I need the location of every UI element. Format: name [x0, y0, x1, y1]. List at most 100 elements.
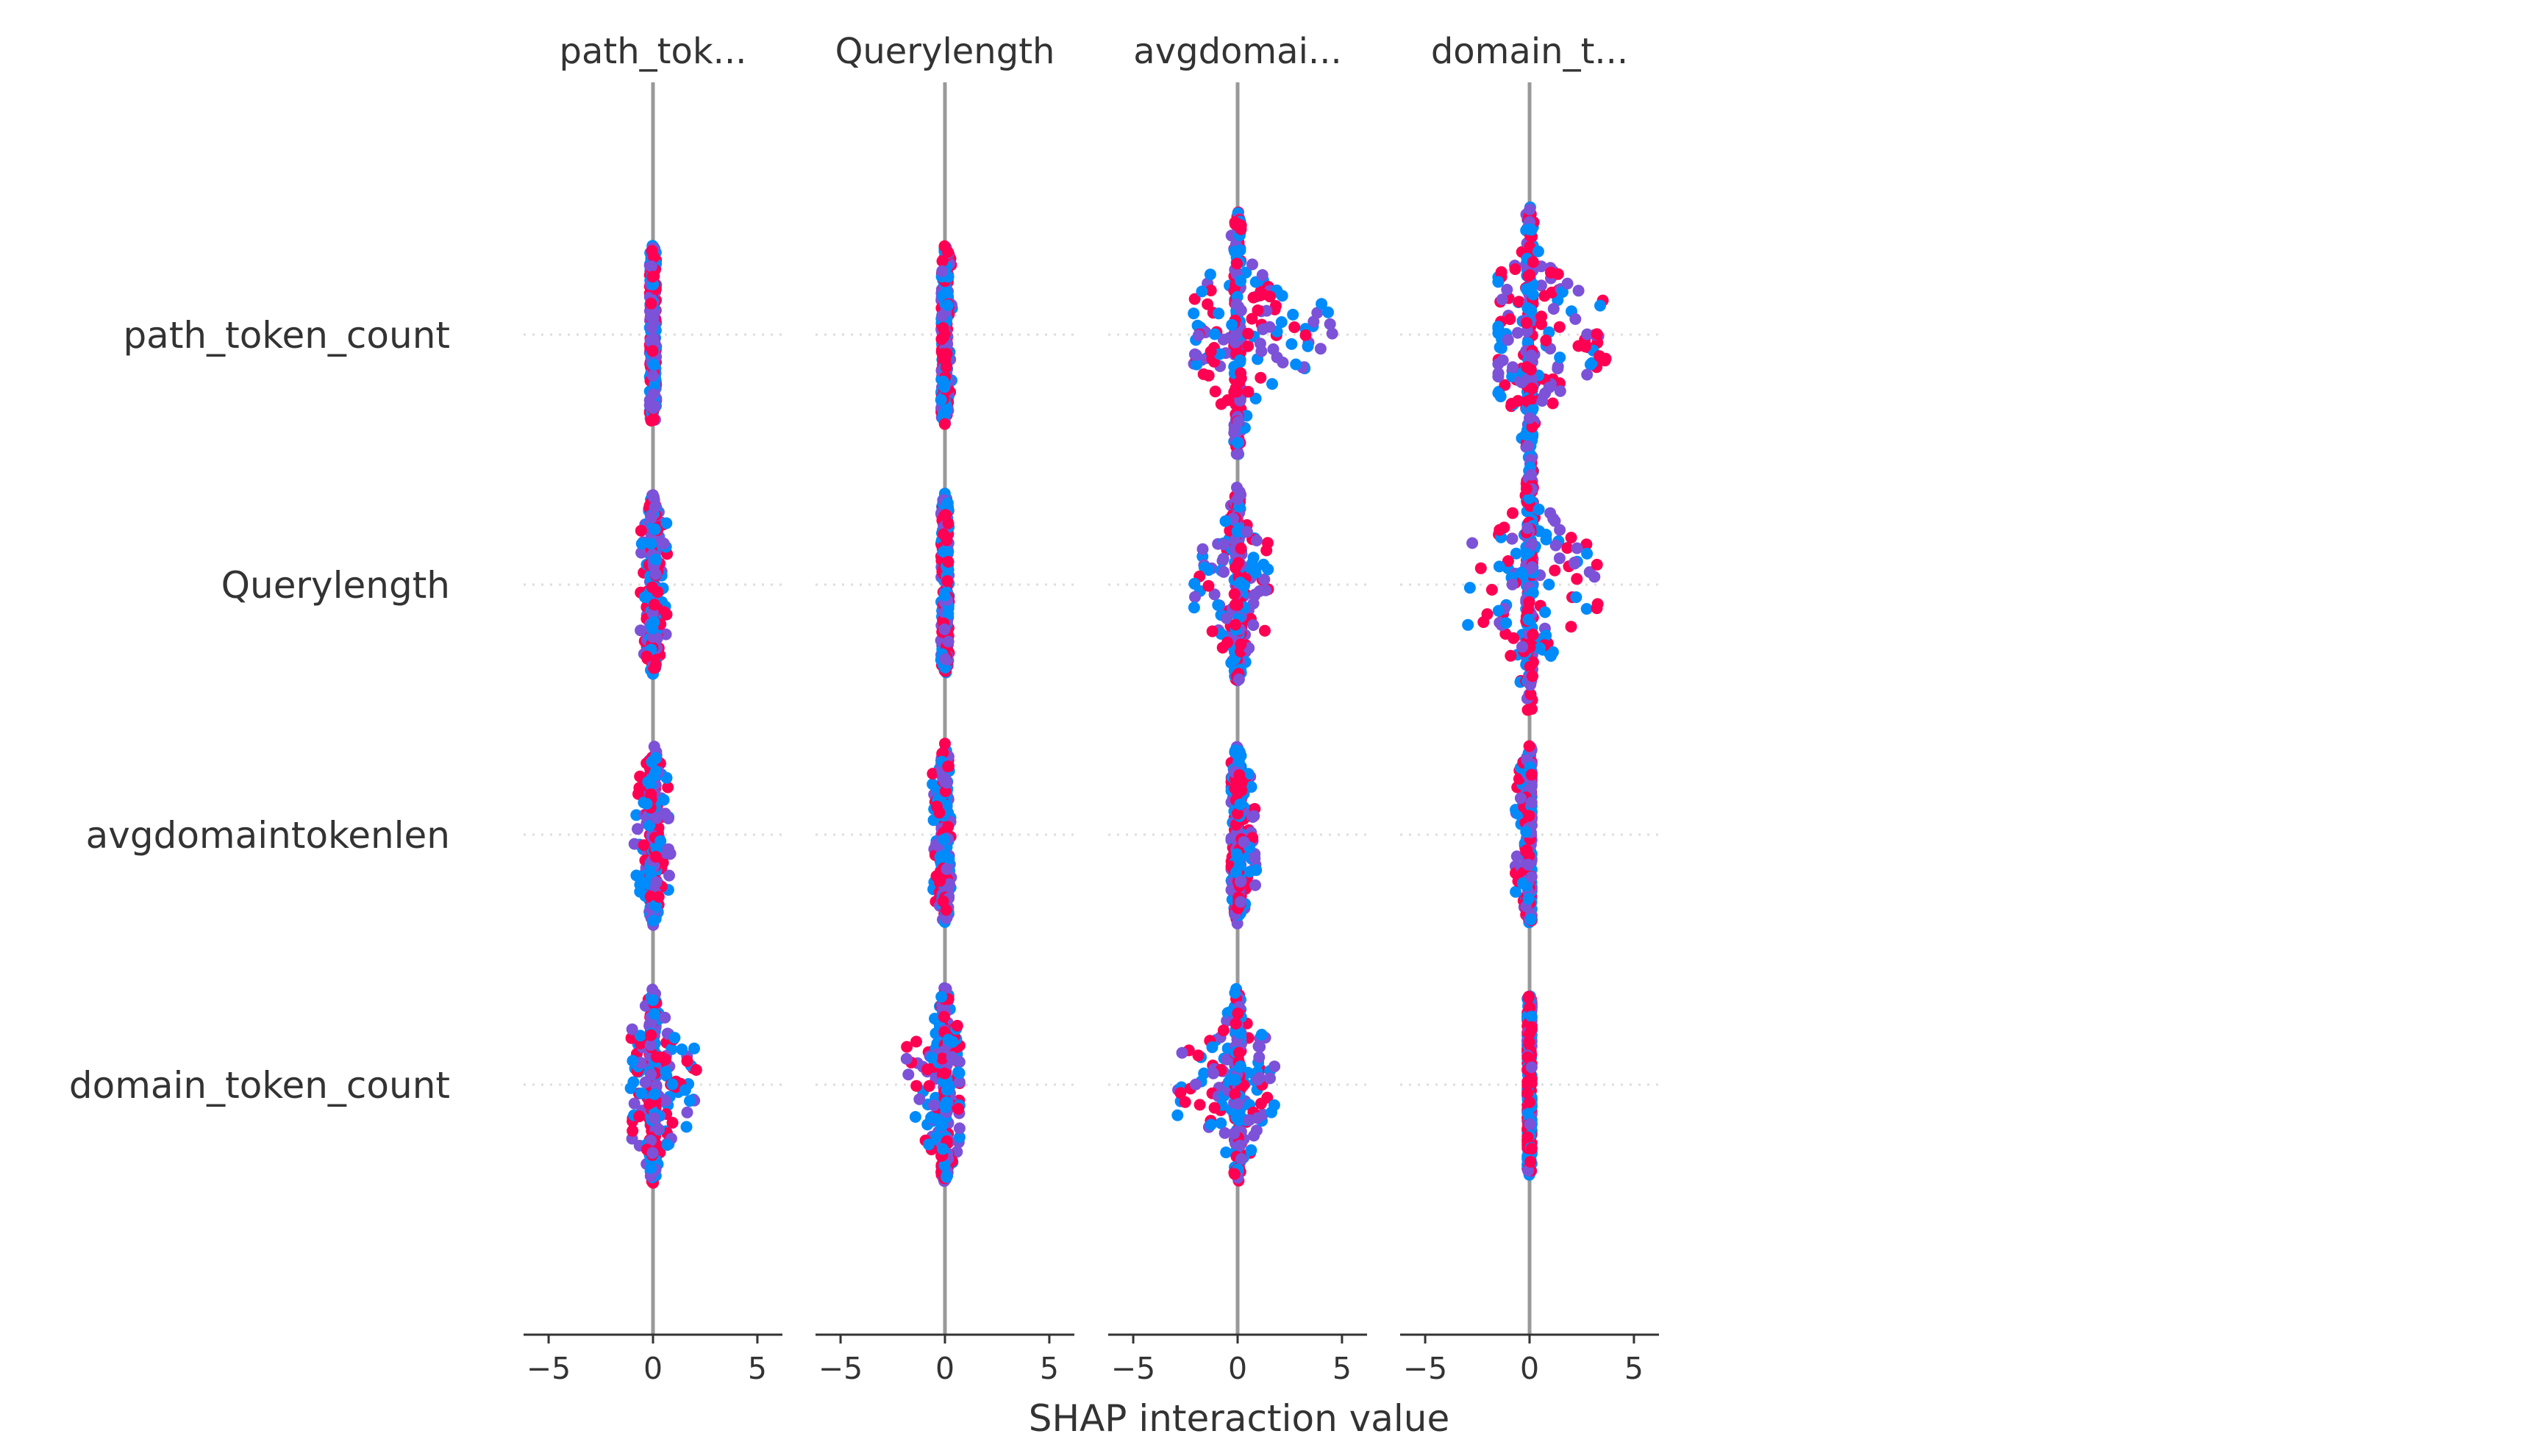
shap-point: [1545, 650, 1557, 662]
shap-point: [1583, 566, 1596, 578]
shap-point: [1527, 670, 1538, 682]
shap-point: [648, 491, 660, 504]
shap-point: [1485, 584, 1498, 596]
shap-point: [1218, 565, 1230, 578]
shap-point: [942, 635, 955, 648]
shap-point: [1234, 244, 1246, 257]
shap-point: [1511, 326, 1524, 339]
shap-point: [1221, 636, 1233, 649]
interaction-panel: −5 0 5: [816, 82, 1074, 1386]
shap-point: [1264, 1072, 1276, 1085]
shap-point: [1514, 792, 1527, 804]
shap-point: [1232, 807, 1243, 820]
shap-point: [1463, 582, 1476, 594]
shap-point: [1242, 385, 1255, 398]
shap-point: [641, 650, 653, 663]
shap-point: [644, 310, 657, 323]
shap-point: [1581, 368, 1594, 381]
interaction-panel: −5 0 5: [1108, 82, 1367, 1386]
shap-point: [1246, 559, 1259, 571]
shap-point: [1217, 333, 1230, 346]
shap-point: [666, 1078, 679, 1091]
shap-point: [926, 1052, 938, 1064]
shap-point: [630, 869, 643, 882]
shap-point: [923, 1138, 935, 1151]
shap-point: [1515, 566, 1527, 579]
shap-point: [1569, 313, 1582, 325]
shap-point: [641, 798, 653, 810]
shap-point: [1569, 557, 1580, 568]
shap-point: [624, 1082, 637, 1094]
shap-point: [1523, 1036, 1535, 1049]
shap-point: [1235, 275, 1247, 287]
shap-point: [1561, 542, 1574, 554]
x-tick-label: 0: [935, 1351, 955, 1386]
shap-point: [1255, 1097, 1267, 1110]
shap-point: [923, 1079, 935, 1092]
shap-point: [1510, 547, 1522, 560]
shap-point: [1230, 1111, 1243, 1124]
shap-point: [627, 1054, 639, 1067]
x-tick-label: −5: [1111, 1351, 1155, 1386]
shap-point: [628, 838, 641, 850]
shap-point: [1554, 524, 1566, 536]
shap-point: [1235, 876, 1246, 888]
shap-point: [1230, 562, 1241, 574]
shap-point: [1188, 602, 1200, 614]
shap-point: [1232, 673, 1245, 685]
shap-point: [1217, 1024, 1230, 1037]
shap-point: [937, 375, 949, 388]
shap-point: [1525, 796, 1538, 809]
shap-point: [627, 1124, 639, 1137]
shap-point: [635, 538, 648, 550]
shap-point: [937, 1143, 949, 1155]
shap-point: [1520, 283, 1532, 295]
shap-point: [684, 1095, 696, 1107]
shap-point: [1235, 638, 1247, 651]
shap-point: [935, 393, 947, 406]
shap-point: [649, 501, 661, 513]
shap-point: [652, 1123, 664, 1135]
shap-point: [1202, 298, 1214, 310]
shap-point: [1521, 844, 1533, 857]
shap-point: [1202, 579, 1215, 592]
shap-point: [1254, 289, 1266, 301]
shap-point: [649, 851, 662, 863]
row-label: Querylength: [221, 564, 450, 607]
shap-point: [1235, 896, 1247, 908]
shap-point: [661, 1139, 674, 1151]
shap-point: [646, 345, 659, 357]
shap-point: [1208, 1102, 1221, 1114]
shap-point: [648, 1007, 660, 1020]
shap-point: [1189, 590, 1201, 603]
shap-point: [1507, 507, 1519, 519]
shap-point: [1526, 382, 1538, 395]
shap-point: [1501, 283, 1513, 296]
shap-point: [633, 782, 646, 794]
shap-point: [1525, 468, 1538, 481]
shap-point: [942, 1033, 955, 1046]
shap-point: [1499, 379, 1511, 391]
shap-point: [1521, 317, 1533, 329]
shap-point: [690, 1064, 702, 1076]
shap-point: [929, 1013, 941, 1025]
shap-point: [643, 819, 656, 832]
shap-point: [1522, 270, 1535, 282]
shap-point: [646, 581, 658, 593]
shap-point: [1208, 328, 1221, 340]
shap-point: [1260, 304, 1273, 317]
shap-point: [1510, 850, 1523, 863]
shap-point: [1218, 1127, 1231, 1139]
shap-point: [680, 1121, 693, 1133]
shap-point: [1539, 606, 1552, 618]
shap-point: [943, 878, 956, 891]
shap-point: [1285, 338, 1298, 350]
shap-point: [1591, 558, 1603, 571]
shap-point: [1255, 371, 1267, 384]
shap-point: [938, 833, 950, 846]
shap-point: [1521, 325, 1533, 338]
shap-point: [940, 361, 952, 374]
shap-point: [638, 839, 650, 852]
shap-point: [1535, 310, 1548, 323]
shap-point: [1188, 348, 1201, 360]
